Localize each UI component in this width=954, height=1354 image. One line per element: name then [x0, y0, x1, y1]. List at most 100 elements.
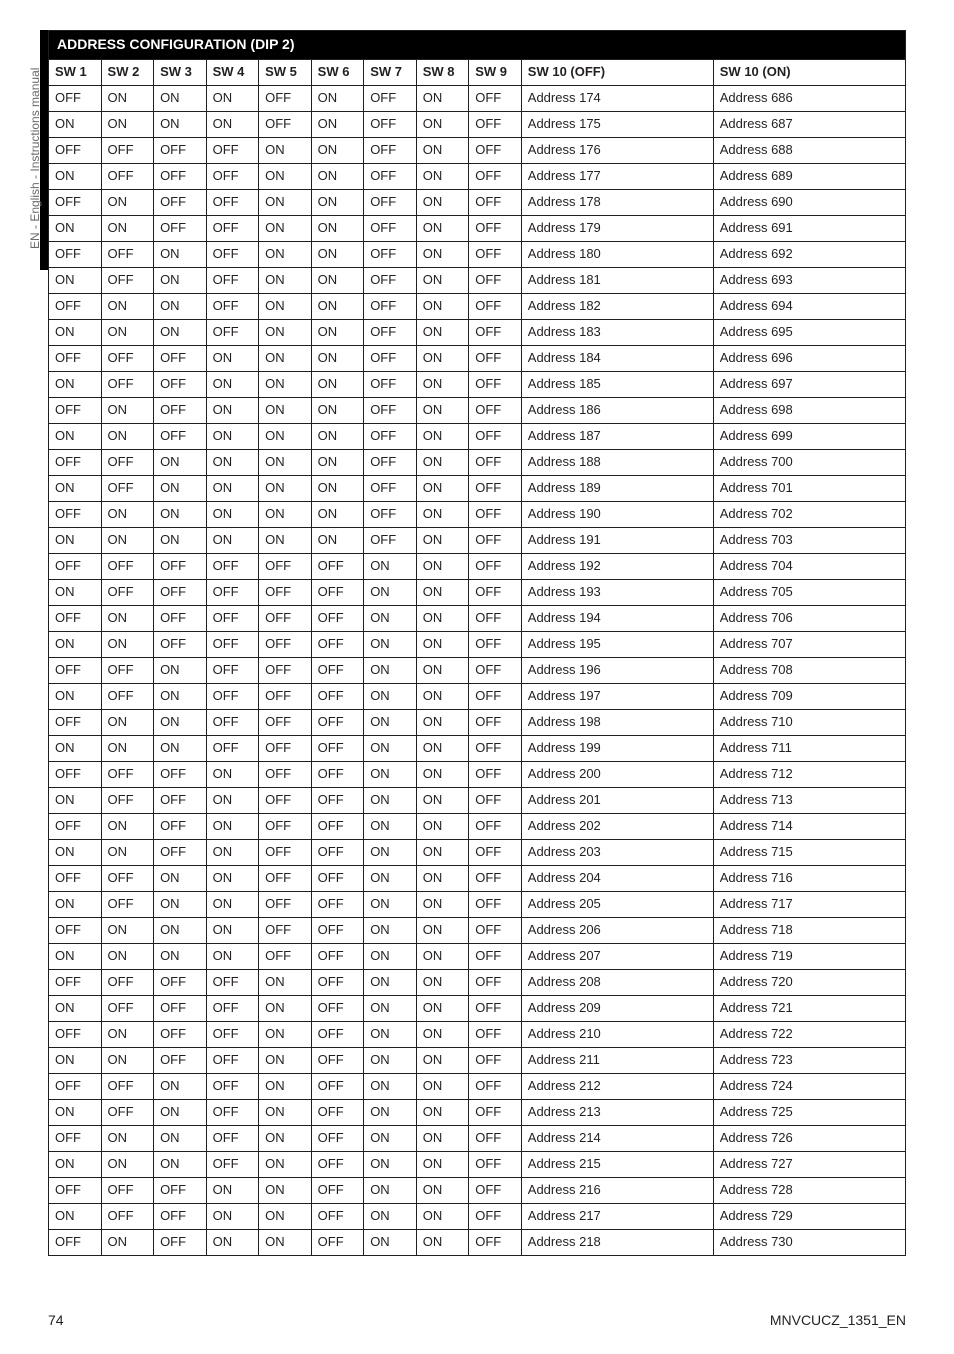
table-cell: ON	[259, 527, 312, 553]
table-cell: OFF	[101, 657, 154, 683]
table-cell: Address 207	[521, 943, 713, 969]
table-row: OFFOFFOFFOFFOFFOFFONONOFFAddress 192Addr…	[49, 553, 906, 579]
table-cell: ON	[364, 917, 417, 943]
table-cell: OFF	[311, 1021, 364, 1047]
table-cell: Address 176	[521, 137, 713, 163]
table-cell: ON	[154, 475, 207, 501]
table-cell: ON	[101, 605, 154, 631]
table-cell: OFF	[49, 969, 102, 995]
table-cell: ON	[206, 891, 259, 917]
table-row: ONONONOFFONOFFONONOFFAddress 215Address …	[49, 1151, 906, 1177]
table-cell: OFF	[364, 189, 417, 215]
table-cell: OFF	[101, 1073, 154, 1099]
table-cell: ON	[416, 995, 469, 1021]
table-cell: OFF	[259, 891, 312, 917]
table-cell: Address 686	[713, 85, 905, 111]
table-cell: ON	[259, 1125, 312, 1151]
table-cell: ON	[259, 1021, 312, 1047]
table-cell: ON	[416, 1229, 469, 1255]
table-cell: Address 208	[521, 969, 713, 995]
table-cell: Address 216	[521, 1177, 713, 1203]
table-cell: ON	[259, 1047, 312, 1073]
table-cell: OFF	[206, 553, 259, 579]
table-cell: Address 700	[713, 449, 905, 475]
table-cell: OFF	[311, 631, 364, 657]
table-cell: ON	[364, 839, 417, 865]
table-cell: Address 209	[521, 995, 713, 1021]
table-cell: OFF	[259, 735, 312, 761]
table-cell: ON	[364, 969, 417, 995]
table-cell: OFF	[469, 1151, 522, 1177]
table-cell: Address 175	[521, 111, 713, 137]
table-cell: Address 711	[713, 735, 905, 761]
table-cell: Address 707	[713, 631, 905, 657]
col-sw9: SW 9	[469, 59, 522, 85]
table-cell: ON	[101, 1229, 154, 1255]
table-cell: ON	[49, 163, 102, 189]
table-row: ONONONONONONOFFONOFFAddress 191Address 7…	[49, 527, 906, 553]
table-row: ONONONONOFFOFFONONOFFAddress 207Address …	[49, 943, 906, 969]
table-cell: OFF	[259, 631, 312, 657]
table-row: ONOFFONOFFONOFFONONOFFAddress 213Address…	[49, 1099, 906, 1125]
table-cell: ON	[154, 1151, 207, 1177]
table-cell: OFF	[154, 1229, 207, 1255]
table-cell: ON	[416, 1203, 469, 1229]
table-cell: ON	[364, 631, 417, 657]
table-cell: ON	[311, 111, 364, 137]
table-cell: OFF	[469, 657, 522, 683]
table-row: OFFONONONONONOFFONOFFAddress 190Address …	[49, 501, 906, 527]
table-cell: OFF	[154, 787, 207, 813]
table-cell: OFF	[311, 1203, 364, 1229]
table-cell: ON	[364, 943, 417, 969]
table-row: ONONOFFONONONOFFONOFFAddress 187Address …	[49, 423, 906, 449]
table-cell: Address 203	[521, 839, 713, 865]
table-cell: ON	[416, 163, 469, 189]
table-cell: Address 177	[521, 163, 713, 189]
table-cell: OFF	[206, 1125, 259, 1151]
table-cell: OFF	[259, 683, 312, 709]
table-cell: ON	[259, 449, 312, 475]
table-cell: ON	[259, 995, 312, 1021]
table-cell: OFF	[469, 371, 522, 397]
table-row: ONOFFONONOFFOFFONONOFFAddress 205Address…	[49, 891, 906, 917]
table-cell: OFF	[364, 137, 417, 163]
table-cell: ON	[206, 423, 259, 449]
table-cell: Address 727	[713, 1151, 905, 1177]
table-cell: ON	[416, 371, 469, 397]
table-row: OFFOFFOFFOFFONOFFONONOFFAddress 208Addre…	[49, 969, 906, 995]
table-row: ONOFFONOFFOFFOFFONONOFFAddress 197Addres…	[49, 683, 906, 709]
table-cell: ON	[49, 683, 102, 709]
table-cell: ON	[364, 735, 417, 761]
table-cell: ON	[416, 553, 469, 579]
table-cell: ON	[49, 1203, 102, 1229]
table-cell: OFF	[469, 345, 522, 371]
table-cell: OFF	[206, 1151, 259, 1177]
table-cell: OFF	[206, 215, 259, 241]
table-cell: ON	[206, 449, 259, 475]
table-cell: OFF	[469, 319, 522, 345]
table-cell: ON	[154, 1125, 207, 1151]
table-cell: OFF	[259, 787, 312, 813]
table-cell: Address 712	[713, 761, 905, 787]
table-cell: ON	[206, 839, 259, 865]
table-cell: Address 197	[521, 683, 713, 709]
table-cell: ON	[416, 917, 469, 943]
table-cell: OFF	[364, 371, 417, 397]
table-cell: OFF	[259, 813, 312, 839]
table-cell: ON	[206, 85, 259, 111]
col-sw2: SW 2	[101, 59, 154, 85]
table-cell: OFF	[469, 969, 522, 995]
table-cell: ON	[206, 1229, 259, 1255]
table-cell: ON	[259, 215, 312, 241]
table-cell: Address 201	[521, 787, 713, 813]
table-cell: OFF	[49, 553, 102, 579]
col-sw6: SW 6	[311, 59, 364, 85]
table-row: ONONOFFOFFONOFFONONOFFAddress 211Address…	[49, 1047, 906, 1073]
page-number: 74	[48, 1312, 64, 1328]
table-cell: ON	[311, 241, 364, 267]
table-cell: OFF	[469, 1125, 522, 1151]
table-cell: Address 202	[521, 813, 713, 839]
table-cell: OFF	[364, 163, 417, 189]
table-cell: ON	[311, 215, 364, 241]
table-cell: OFF	[206, 995, 259, 1021]
